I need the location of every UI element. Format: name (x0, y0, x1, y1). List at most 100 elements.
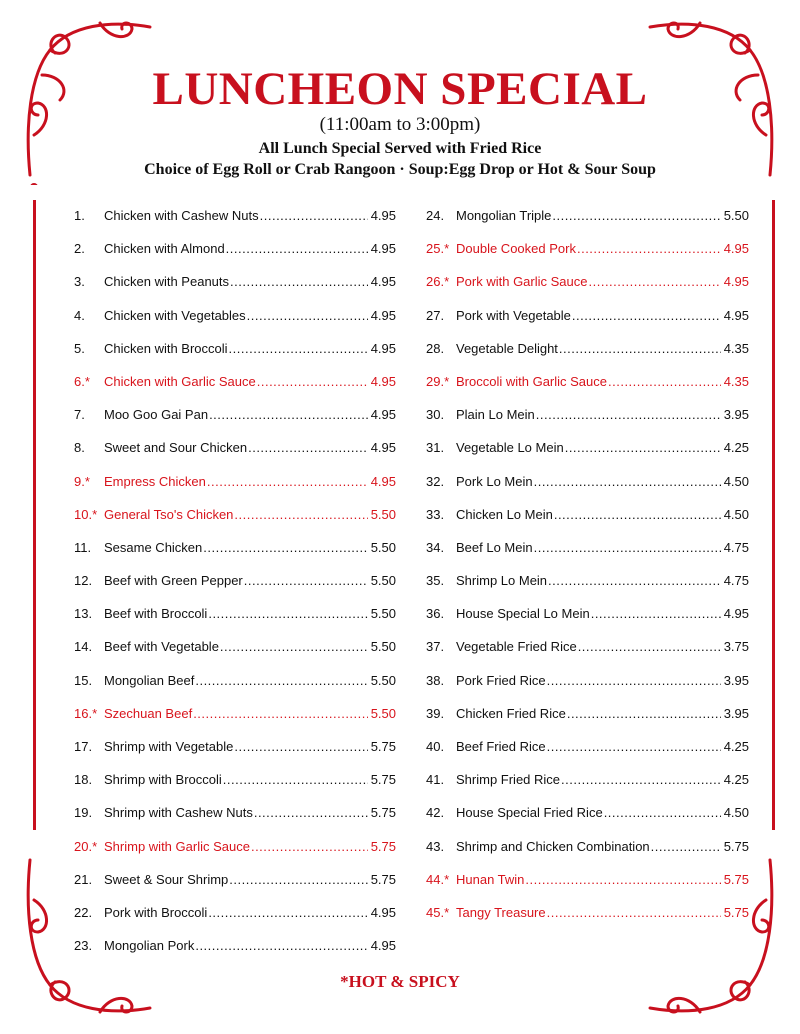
item-name: Chicken with Almond (104, 241, 225, 257)
item-name: Szechuan Beef (104, 705, 193, 721)
menu-item: 12. Beef with Green Pepper 5.50 (74, 571, 396, 604)
item-number: 44.* (426, 871, 450, 887)
item-price: 5.75 (723, 838, 749, 854)
dot-leader (525, 870, 720, 890)
item-price: 4.25 (723, 440, 749, 456)
item-price: 4.95 (370, 274, 396, 290)
menu-item: 39. Chicken Fried Rice 3.95 (426, 704, 749, 737)
dot-leader (536, 405, 721, 425)
menu-item: 29.* Broccoli with Garlic Sauce 4.35 (426, 372, 749, 405)
item-name: Double Cooked Pork (456, 241, 576, 257)
menu-item: 26.* Pork with Garlic Sauce 4.95 (426, 272, 749, 305)
item-name: Tangy Treasure (456, 904, 546, 920)
menu-item: 27. Pork with Vegetable 4.95 (426, 306, 749, 339)
menu-item: 15. Mongolian Beef 5.50 (74, 671, 396, 704)
item-price: 5.75 (370, 739, 396, 754)
item-name: Chicken with Broccoli (104, 340, 228, 356)
item-name: Pork with Garlic Sauce (456, 274, 588, 290)
dot-leader (193, 704, 368, 724)
item-number: 26.* (426, 274, 450, 290)
item-name: Vegetable Fried Rice (456, 639, 577, 655)
dot-leader (195, 936, 367, 956)
item-number: 38. (426, 672, 445, 688)
item-name: Shrimp with Garlic Sauce (104, 838, 250, 854)
item-name: Beef Lo Mein (456, 539, 533, 555)
menu-item: 25.* Double Cooked Pork 4.95 (426, 239, 749, 272)
item-number: 14. (74, 639, 93, 655)
item-number: 21. (74, 871, 93, 887)
item-price: 4.95 (723, 274, 749, 290)
dot-leader (234, 737, 367, 757)
dot-leader (226, 239, 368, 259)
item-number: 19. (74, 805, 93, 821)
item-name: Chicken Fried Rice (456, 705, 566, 721)
dot-leader (254, 803, 368, 823)
dot-leader (247, 306, 368, 326)
menu-item: 7. Moo Goo Gai Pan 4.95 (74, 405, 396, 438)
item-price: 5.50 (370, 573, 396, 589)
item-number: 8. (74, 440, 85, 456)
item-number: 32. (426, 473, 445, 489)
item-number: 34. (426, 539, 445, 555)
item-number: 29.* (426, 373, 450, 389)
item-number: 13. (74, 606, 93, 622)
subtitle-fried-rice: All Lunch Special Served with Fried Rice (258, 140, 542, 157)
dot-leader (552, 206, 720, 226)
item-number: 6.* (74, 373, 90, 389)
dot-leader (207, 472, 368, 492)
dot-leader (234, 505, 367, 525)
dot-leader (208, 903, 367, 923)
menu-column-right: 24. Mongolian Triple 5.50 25.* Double Cooked… (426, 206, 749, 936)
item-number: 11. (74, 539, 92, 555)
dot-leader (578, 637, 721, 657)
item-number: 31. (426, 440, 445, 456)
item-price: 4.95 (370, 241, 396, 257)
item-price: 4.25 (723, 739, 749, 754)
menu-item: 19. Shrimp with Cashew Nuts 5.75 (74, 803, 396, 836)
item-price: 3.75 (723, 639, 749, 655)
dot-leader (229, 339, 368, 359)
item-number: 1. (74, 208, 85, 223)
dot-leader (223, 770, 368, 790)
menu-item: 13. Beef with Broccoli 5.50 (74, 604, 396, 637)
item-price: 4.75 (723, 573, 749, 589)
item-number: 24. (426, 208, 445, 223)
item-price: 3.95 (723, 407, 749, 423)
item-name: Pork with Broccoli (104, 904, 208, 920)
item-number: 35. (426, 573, 445, 589)
item-price: 4.35 (723, 340, 749, 356)
menu-column-left: 1. Chicken with Cashew Nuts 4.95 2. Chicken … (74, 206, 396, 969)
item-price: 4.95 (370, 407, 396, 423)
item-price: 4.95 (370, 373, 396, 389)
menu-item: 16.* Szechuan Beef 5.50 (74, 704, 396, 737)
item-number: 41. (426, 772, 445, 788)
item-name: Moo Goo Gai Pan (104, 407, 209, 423)
menu-item: 28. Vegetable Delight 4.35 (426, 339, 749, 372)
menu-item: 42. House Special Fried Rice 4.50 (426, 803, 749, 836)
item-name: Vegetable Delight (456, 340, 558, 356)
dot-leader (577, 239, 721, 259)
dot-leader (604, 803, 721, 823)
menu-item: 32. Pork Lo Mein 4.50 (426, 472, 749, 505)
dot-leader (565, 438, 721, 458)
item-name: Pork Lo Mein (456, 473, 533, 489)
item-price: 5.50 (370, 639, 396, 655)
hot-spicy-note: *HOT & SPICY (340, 972, 460, 991)
item-name: Chicken with Peanuts (104, 274, 230, 290)
dot-leader (589, 272, 721, 292)
item-name: Mongolian Triple (456, 208, 552, 223)
item-price: 4.95 (370, 340, 396, 356)
menu-item: 44.* Hunan Twin 5.75 (426, 870, 749, 903)
hours: (11:00am to 3:00pm) (319, 114, 481, 135)
dot-leader (195, 671, 367, 691)
dot-leader (244, 571, 368, 591)
dot-leader (209, 405, 368, 425)
item-name: Chicken with Garlic Sauce (104, 373, 256, 389)
item-name: Hunan Twin (456, 871, 525, 887)
item-number: 20.* (74, 838, 98, 854)
item-price: 4.95 (723, 606, 749, 622)
item-name: Chicken with Cashew Nuts (104, 208, 259, 223)
dot-leader (561, 770, 721, 790)
corner-ornament-top-left (26, 21, 152, 185)
item-price: 4.50 (723, 506, 749, 522)
